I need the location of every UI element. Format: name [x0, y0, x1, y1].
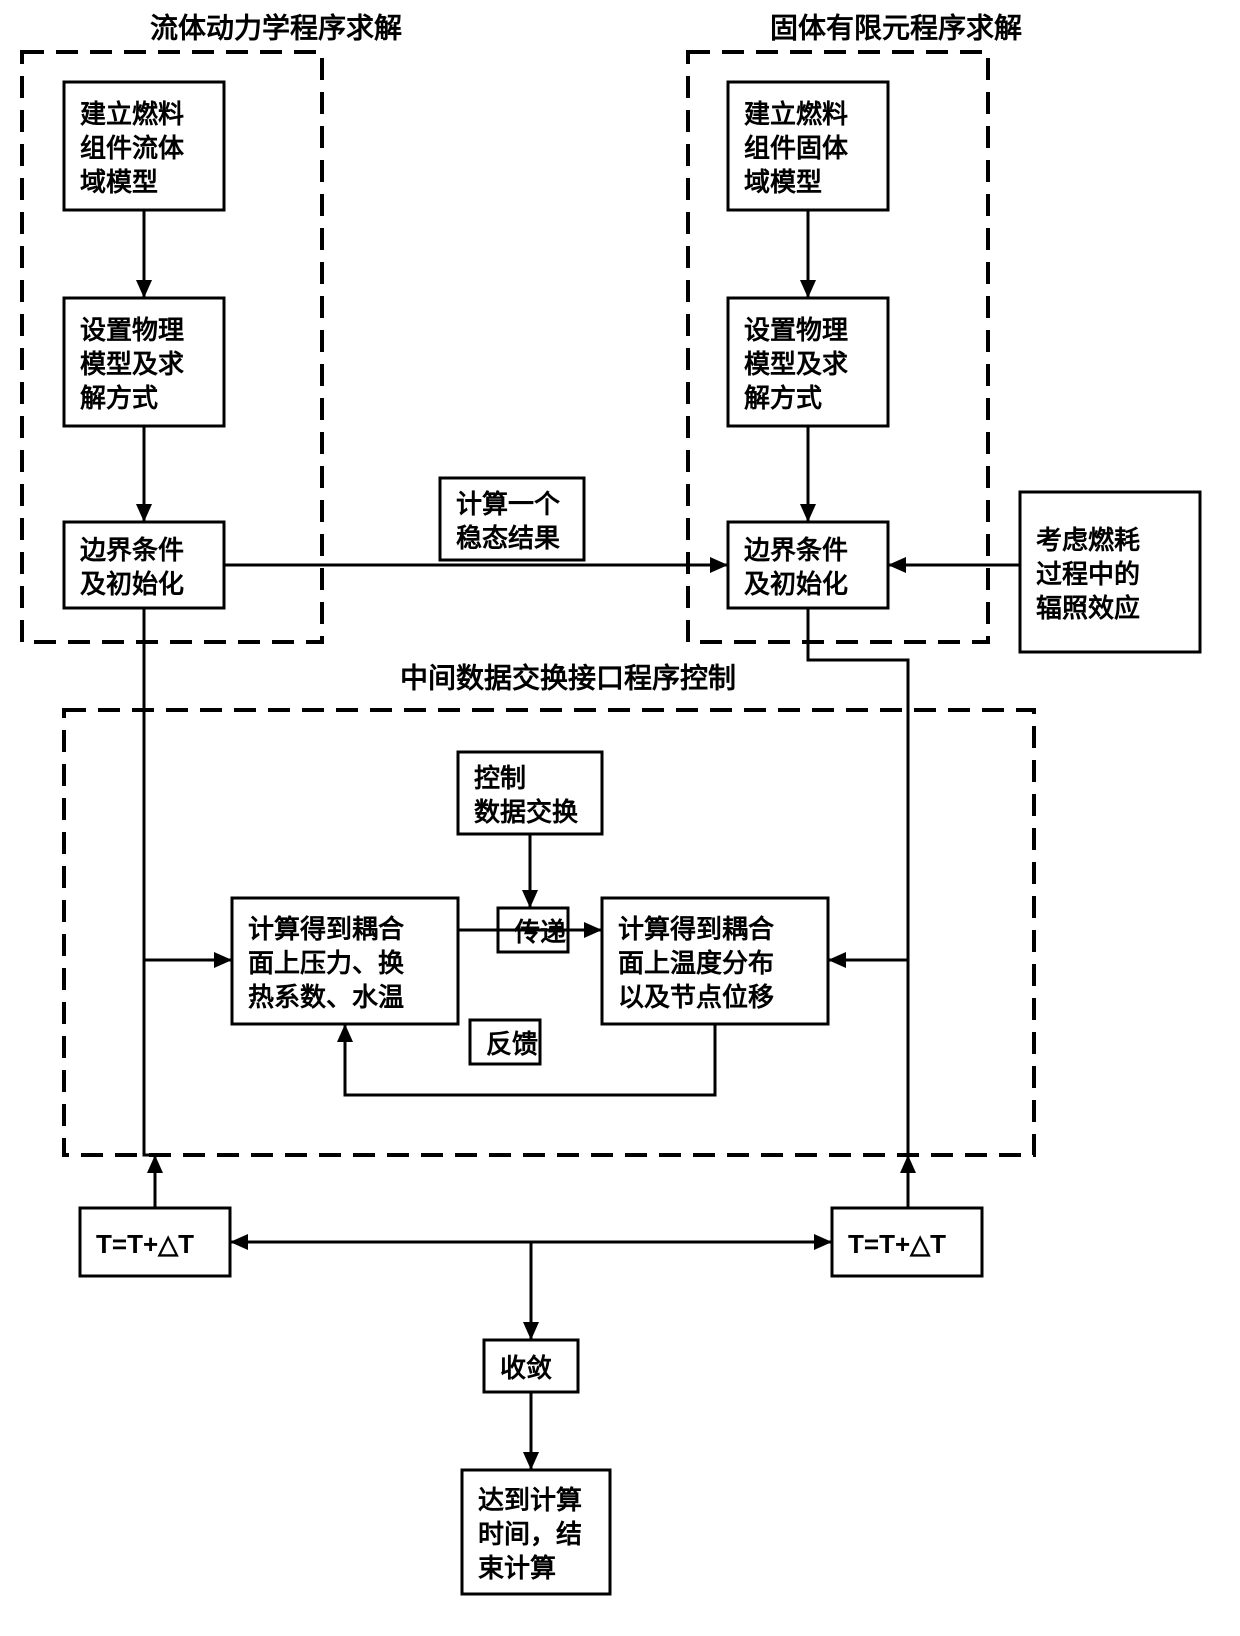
box-text-r2: 设置物理 [744, 315, 848, 345]
box-text-r1: 建立燃料 [744, 99, 848, 129]
title-left: 流体动力学程序求解 [150, 11, 402, 43]
box-text-l1: 建立燃料 [80, 99, 184, 129]
box-text-end: 束计算 [478, 1553, 556, 1583]
box-text-l3: 及初始化 [80, 569, 184, 599]
box-text-fb: 反馈 [486, 1029, 538, 1059]
box-text-ss: 稳态结果 [456, 523, 560, 553]
box-end: 达到计算时间，结束计算 [462, 1470, 610, 1594]
box-text-l3: 边界条件 [80, 535, 184, 565]
box-text-end: 达到计算 [478, 1485, 582, 1515]
box-text-cv: 收敛 [500, 1353, 552, 1383]
box-text-tR: T=T+△T [848, 1229, 946, 1259]
box-text-r3: 及初始化 [744, 569, 848, 599]
title-middle: 中间数据交换接口程序控制 [400, 661, 736, 693]
box-text-l1: 域模型 [80, 167, 158, 197]
box-text-l2: 解方式 [80, 383, 158, 413]
box-text-rad: 过程中的 [1036, 559, 1140, 589]
box-cv: 收敛 [484, 1340, 578, 1392]
box-text-rad: 考虑燃耗 [1036, 525, 1140, 555]
box-text-cL: 热系数、水温 [248, 982, 404, 1012]
box-text-cR: 面上温度分布 [618, 948, 774, 978]
box-r3: 边界条件及初始化 [728, 522, 888, 608]
box-text-r2: 模型及求 [744, 349, 848, 379]
box-text-ctl: 控制 [474, 763, 526, 793]
box-text-l2: 模型及求 [80, 349, 184, 379]
box-text-ss: 计算一个 [456, 489, 561, 519]
box-text-l1: 组件流体 [80, 133, 185, 163]
box-text-r3: 边界条件 [744, 535, 848, 565]
title-right: 固体有限元程序求解 [770, 11, 1022, 43]
box-text-l2: 设置物理 [80, 315, 184, 345]
box-text-r2: 解方式 [744, 383, 822, 413]
box-text-cR: 计算得到耦合 [618, 914, 775, 944]
box-text-end: 时间，结 [478, 1519, 582, 1549]
box-fb: 反馈 [470, 1020, 540, 1064]
box-l2: 设置物理模型及求解方式 [64, 298, 224, 426]
box-cL: 计算得到耦合面上压力、换热系数、水温 [232, 898, 458, 1024]
box-r2: 设置物理模型及求解方式 [728, 298, 888, 426]
box-l1: 建立燃料组件流体域模型 [64, 82, 224, 210]
box-ctl: 控制数据交换 [458, 752, 602, 834]
box-text-r1: 组件固体 [744, 133, 849, 163]
box-tR: T=T+△T [832, 1208, 982, 1276]
box-r1: 建立燃料组件固体域模型 [728, 82, 888, 210]
box-text-r1: 域模型 [744, 167, 822, 197]
box-tL: T=T+△T [80, 1208, 230, 1276]
box-text-tL: T=T+△T [96, 1229, 194, 1259]
box-text-tx: 传递 [513, 917, 566, 947]
box-ss: 计算一个稳态结果 [440, 478, 584, 560]
box-l3: 边界条件及初始化 [64, 522, 224, 608]
box-text-cL: 计算得到耦合 [248, 914, 405, 944]
box-cR: 计算得到耦合面上温度分布以及节点位移 [602, 898, 828, 1024]
box-text-cR: 以及节点位移 [618, 982, 774, 1012]
box-text-rad: 辐照效应 [1036, 593, 1140, 623]
box-text-cL: 面上压力、换 [248, 948, 405, 978]
box-rad: 考虑燃耗过程中的辐照效应 [1020, 492, 1200, 652]
box-text-ctl: 数据交换 [474, 797, 579, 827]
